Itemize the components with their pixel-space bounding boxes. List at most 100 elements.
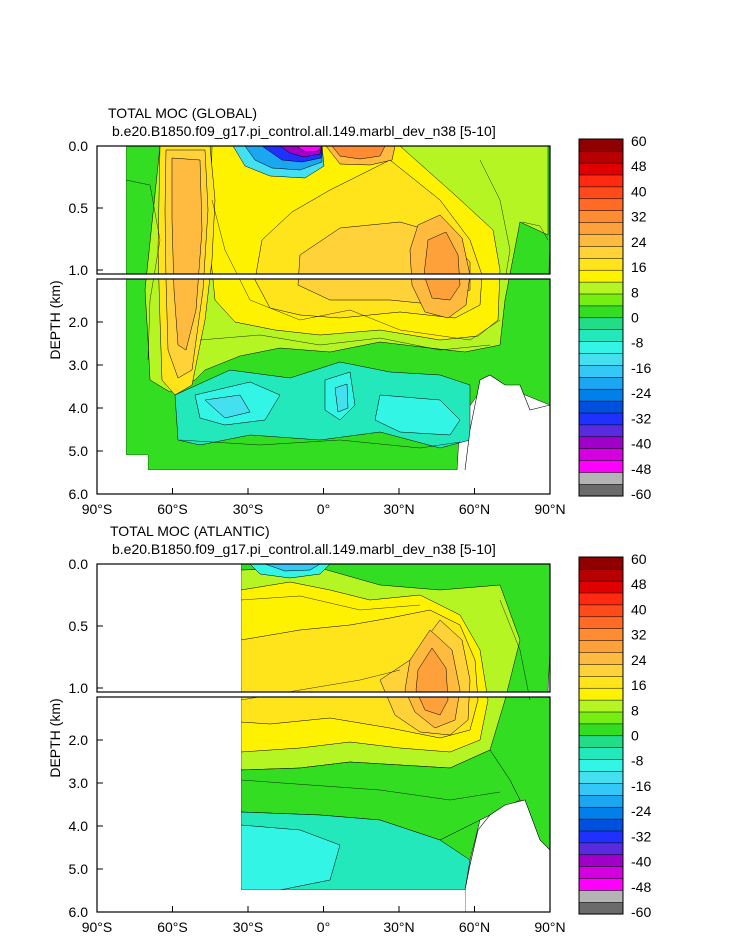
x-tick-label: 90°N [534,919,565,935]
panel-atlantic-subtitle: b.e20.B1850.f09_g17.pi_control.all.149.m… [112,541,496,557]
y-tick-label: 0.0 [69,138,89,154]
y-tick-label: 3.0 [69,357,89,373]
global-topography-mask-bottom [97,470,550,494]
global-region-abyssal-cyan-5 [334,383,349,413]
colorbar-swatch [578,400,624,414]
colorbar-label: -24 [631,385,651,401]
global-upper-frame [96,145,551,275]
y-tick-label: 5.0 [69,443,89,459]
colorbar-swatch [578,901,624,915]
colorbar-swatch [578,281,624,295]
colorbar-label: 8 [631,284,639,300]
x-tick-label: 0° [317,919,330,935]
colorbar-swatch [578,412,624,426]
colorbar-swatch [578,628,624,641]
global-y-axis-label: DEPTH (km) [47,280,63,359]
y-tick-label: 5.0 [69,861,89,877]
colorbar-swatch [578,568,624,582]
colorbar-label: 40 [631,183,647,199]
atlantic-colorbar [578,556,624,915]
colorbar-label: 0 [631,728,639,744]
global-contour-lines [125,159,549,449]
y-tick-label: 6.0 [69,904,89,920]
atlantic-y-axis: 0.0 0.5 1.0 2.0 3.0 4.0 5.0 6.0 [69,556,103,920]
global-contour-field [97,146,550,494]
x-tick-label: 60°N [459,501,490,517]
colorbar-swatch [578,364,624,378]
x-tick-label: 30°N [383,919,414,935]
colorbar-swatch [578,818,624,832]
colorbar-label: -32 [631,410,651,426]
colorbar-label: -60 [631,486,651,502]
colorbar-label: -40 [631,854,651,870]
y-tick-label: 2.0 [69,314,89,330]
colorbar-swatch [578,186,624,200]
x-tick-label: 30°S [233,919,264,935]
colorbar-label: 24 [631,234,647,250]
colorbar-label: 60 [631,551,647,567]
y-tick-label: 4.0 [69,400,89,416]
x-tick-label: 90°N [534,501,565,517]
panel-global-subtitle: b.e20.B1850.f09_g17.pi_control.all.149.m… [112,123,496,139]
colorbar-swatch [578,842,624,856]
colorbar-label: -8 [631,335,644,351]
colorbar-label: -40 [631,436,651,452]
atlantic-x-axis: 90°S 60°S 30°S 0° 30°N 60°N 90°N [82,906,566,935]
x-tick-label: 60°S [157,919,188,935]
colorbar-label: -32 [631,828,651,844]
global-region-north-cell-core [331,146,386,160]
atlantic-region-surface-blue [264,564,321,572]
colorbar-swatch [578,794,624,808]
colorbar-swatch [578,878,624,891]
atlantic-upper-frame [96,563,551,693]
atlantic-topography-mask-bottom [241,890,465,912]
colorbar-swatch [578,341,624,354]
y-tick-label: 0.0 [69,556,89,572]
colorbar-swatch [578,388,624,402]
colorbar-label: 60 [631,133,647,149]
colorbar-label: -48 [631,461,651,477]
global-region-tropical-peak [295,146,323,153]
colorbar-swatch [578,854,624,867]
x-tick-label: 60°N [459,919,490,935]
y-tick-label: 6.0 [69,486,89,502]
panel-atlantic-title: TOTAL MOC (ATLANTIC) [110,523,270,539]
global-topography-mask-left [97,146,148,470]
colorbar-swatch [578,616,624,629]
colorbar-swatch [578,770,624,784]
colorbar-frame [578,556,624,915]
y-tick-label: 3.0 [69,775,89,791]
global-colorbar-labels: 60 48 40 32 24 16 8 0 -8 -16 -24 -32 -40 -48 -60 [631,133,651,502]
colorbar-swatch [578,436,624,449]
colorbar-swatch [578,675,624,689]
colorbar-swatch [578,747,624,760]
colorbar-label: 48 [631,158,647,174]
colorbar-swatch [578,352,624,366]
colorbar-frame [578,138,624,497]
y-tick-label: 0.5 [69,200,89,216]
colorbar-swatch [578,782,624,796]
colorbar-swatch [578,687,624,701]
colorbar-label: 32 [631,209,647,225]
colorbar-swatch [578,257,624,271]
x-tick-label: 90°S [82,919,113,935]
y-tick-label: 1.0 [69,680,89,696]
colorbar-swatch [578,640,624,653]
colorbar-swatch [578,735,624,748]
colorbar-swatch [578,424,624,438]
colorbar-label: 24 [631,652,647,668]
colorbar-swatch [578,889,624,903]
colorbar-swatch [578,604,624,618]
colorbar-swatch [578,460,624,473]
colorbar-label: -8 [631,753,644,769]
colorbar-swatch [578,699,624,713]
atlantic-depth-break [90,692,560,697]
colorbar-label: 16 [631,259,647,275]
atlantic-topography-mask-right [464,799,550,912]
global-y-axis: 0.0 0.5 1.0 2.0 3.0 4.0 5.0 6.0 [69,138,103,502]
x-tick-label: 30°N [383,501,414,517]
colorbar-label: -16 [631,778,651,794]
colorbar-label: -60 [631,904,651,920]
